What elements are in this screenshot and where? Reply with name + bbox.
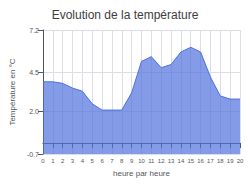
svg-text:18: 18 <box>217 158 224 164</box>
svg-text:15: 15 <box>187 158 194 164</box>
svg-text:4: 4 <box>81 158 85 164</box>
svg-text:5: 5 <box>91 158 95 164</box>
svg-text:heure par heure: heure par heure <box>113 169 170 178</box>
svg-text:2.0: 2.0 <box>29 108 39 115</box>
svg-text:2: 2 <box>61 158 65 164</box>
svg-text:Température en °C: Température en °C <box>8 58 17 125</box>
svg-text:19: 19 <box>227 158 234 164</box>
svg-text:16: 16 <box>197 158 204 164</box>
svg-text:14: 14 <box>178 158 185 164</box>
svg-text:7: 7 <box>110 158 114 164</box>
svg-text:11: 11 <box>148 158 155 164</box>
svg-text:9: 9 <box>130 158 134 164</box>
svg-text:3: 3 <box>71 158 75 164</box>
svg-text:-0.7: -0.7 <box>27 151 39 158</box>
svg-text:4.5: 4.5 <box>29 69 39 76</box>
svg-text:10: 10 <box>138 158 145 164</box>
svg-text:17: 17 <box>207 158 214 164</box>
svg-text:1: 1 <box>51 158 55 164</box>
svg-text:8: 8 <box>120 158 124 164</box>
svg-text:0: 0 <box>41 158 45 164</box>
svg-text:7.2: 7.2 <box>29 27 39 34</box>
svg-text:20: 20 <box>237 158 244 164</box>
svg-text:12: 12 <box>158 158 165 164</box>
svg-text:13: 13 <box>168 158 175 164</box>
svg-text:6: 6 <box>100 158 104 164</box>
svg-text:Evolution de la température: Evolution de la température <box>52 8 199 22</box>
